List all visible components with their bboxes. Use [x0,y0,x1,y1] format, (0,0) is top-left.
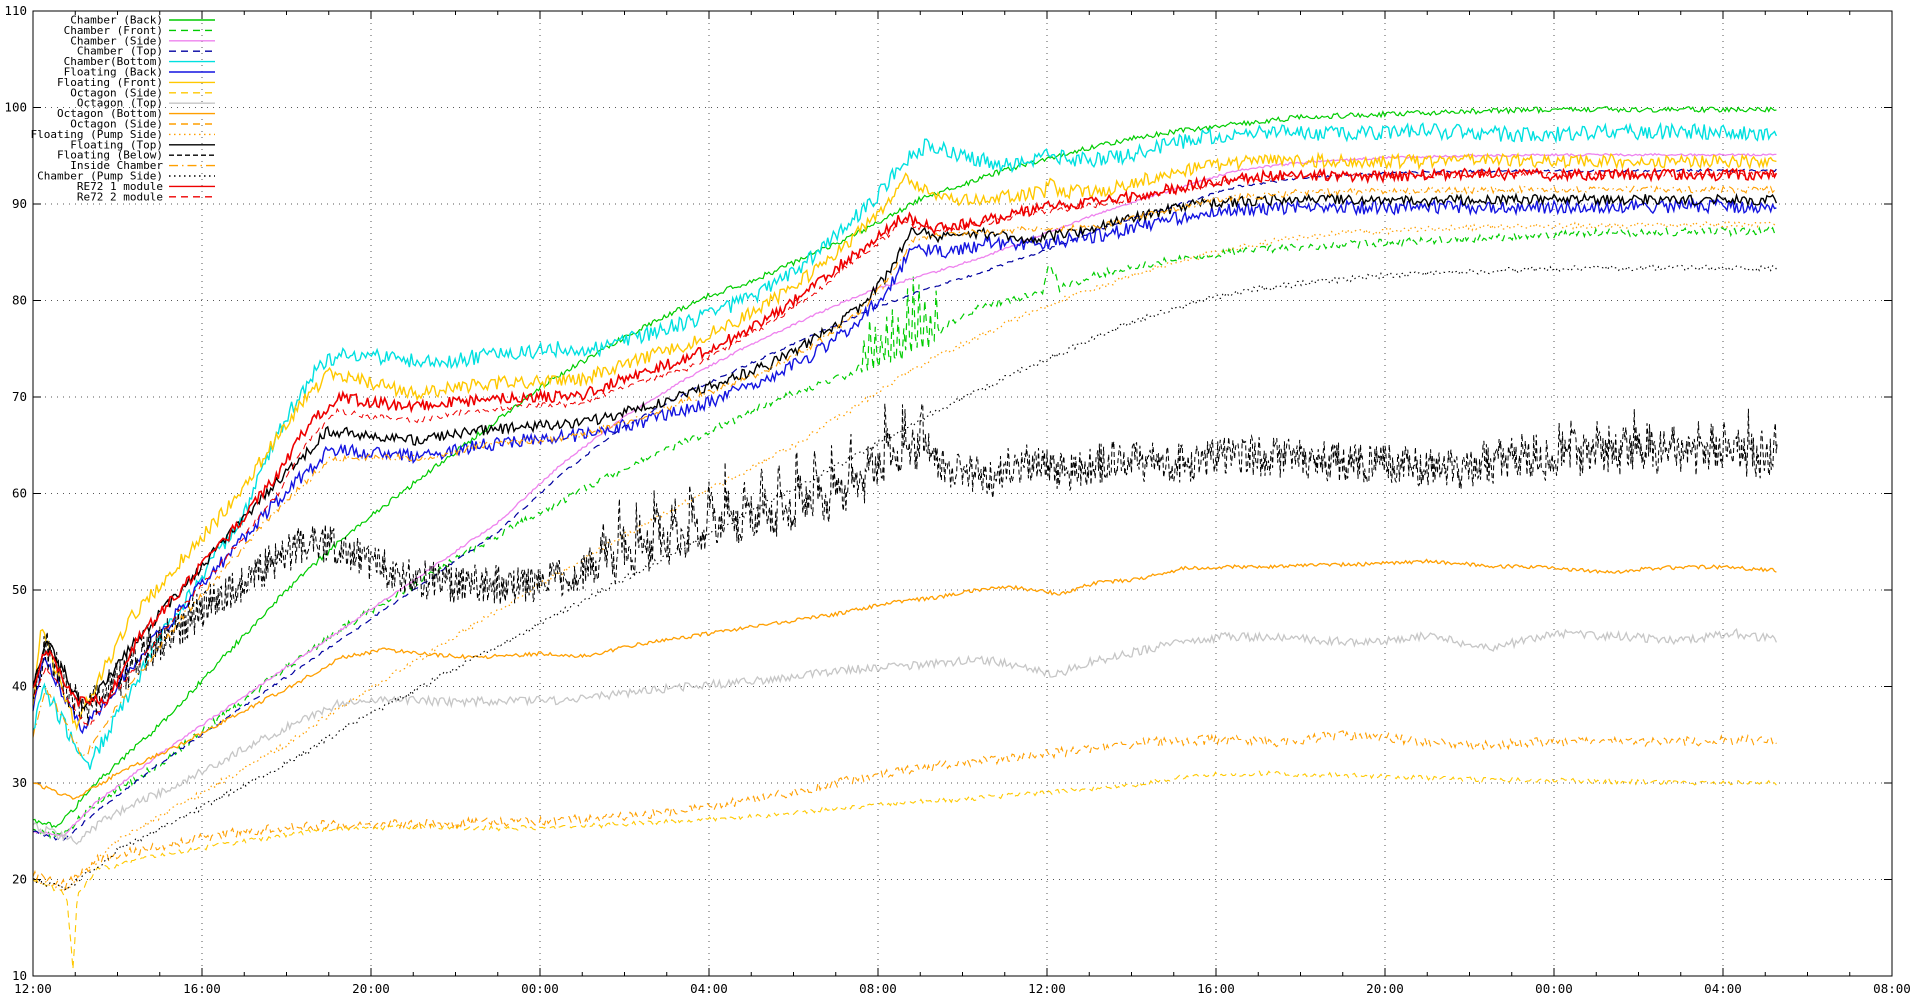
series-12-floating-top [32,192,1778,709]
x-tick-label: 08:00 [859,981,897,996]
y-tick-label: 20 [12,872,27,887]
x-tick-label: 16:00 [1197,981,1235,996]
y-tick-label: 30 [12,775,27,790]
legend-entry: Chamber (Pump Side) [37,170,215,183]
legend-label: RE72 1 module [77,180,163,193]
series-5-floating-back [32,197,1777,735]
series-16-re72-1-module [32,166,1778,707]
y-tick-label: 90 [12,196,27,211]
legend-label: Chamber (Side) [70,34,163,47]
y-tick-label: 40 [12,679,27,694]
legend-entry: Chamber (Side) [70,34,215,47]
y-tick-label: 110 [4,3,27,18]
legend-entry: Octagon (Bottom) [57,107,215,120]
x-tick-label: 08:00 [1873,981,1911,996]
legend-entry: Chamber(Bottom) [64,55,215,68]
series-11-floating-pump-side [32,220,1777,893]
legend-entry: Floating (Back) [64,66,215,79]
series-7-octagon-side [32,770,1777,970]
legend-label: Inside Chamber [70,159,163,172]
legend-entry: Floating (Pump Side) [31,128,215,141]
legend-label: Chamber (Back) [70,14,163,27]
legend-entry: Re72 2 module [77,190,215,203]
x-tick-label: 00:00 [1535,981,1573,996]
legend-label: Chamber(Bottom) [64,55,163,68]
legend: Chamber (Back)Chamber (Front)Chamber (Si… [31,14,215,203]
legend-label: Octagon (Side) [70,86,163,99]
y-tick-label: 50 [12,582,27,597]
y-tick-label: 100 [4,100,27,115]
series-4-chamber-bottom [32,121,1778,770]
legend-label: Floating (Below) [57,149,163,162]
legend-entry: Chamber (Front) [64,24,215,37]
legend-label: Chamber (Front) [64,24,163,37]
x-tick-label: 20:00 [1366,981,1404,996]
legend-entry: Chamber (Top) [77,45,215,58]
y-tick-label: 80 [12,293,27,308]
legend-label: Chamber (Pump Side) [37,170,163,183]
legend-label: Octagon (Bottom) [57,107,163,120]
legend-entry: Octagon (Top) [77,97,215,110]
y-tick-label: 70 [12,389,27,404]
legend-entry: Inside Chamber [70,159,215,172]
legend-label: Floating (Front) [57,76,163,89]
legend-label: Octagon (Top) [77,97,163,110]
series-2-chamber-side [32,152,1777,837]
plot-border [32,10,1893,977]
series-9-octagon-bottom [32,558,1777,800]
series-14-inside-chamber [32,184,1777,759]
x-tick-label: 16:00 [183,981,221,996]
x-tick-label: 12:00 [1028,981,1066,996]
legend-entry: Floating (Top) [70,138,215,151]
series-8-octagon-top [32,627,1777,846]
series-17-re72-2-module [32,170,1777,728]
legend-entry: Octagon (Side) [70,86,215,99]
legend-label: Floating (Pump Side) [31,128,163,141]
legend-label: Octagon (Side) [70,118,163,131]
legend-entry: Floating (Front) [57,76,215,89]
axis-labels: 10 20 30 40 50 60 70 80 90 100 110 12:00 16:00 20:00 0… [4,3,1910,996]
series-15-chamber-pump-side [32,264,1777,892]
series-1-chamber-front [32,226,1777,841]
series-6-floating-front [32,151,1777,732]
legend-entry: Floating (Below) [57,149,215,162]
y-tick-label: 10 [12,968,27,983]
x-tick-label: 00:00 [521,981,559,996]
legend-label: Chamber (Top) [77,45,163,58]
legend-entry: Octagon (Side) [70,118,215,131]
x-tick-label: 04:00 [690,981,728,996]
x-tick-label: 12:00 [14,981,52,996]
legend-label: Re72 2 module [77,190,163,203]
legend-label: Floating (Back) [64,66,163,79]
x-tick-label: 20:00 [352,981,390,996]
series-group [32,105,1778,970]
y-tick-label: 60 [12,486,27,501]
x-tick-label: 04:00 [1704,981,1742,996]
legend-entry: RE72 1 module [77,180,215,193]
series-13-floating-below [32,403,1778,726]
series-3-chamber-top [32,168,1777,842]
legend-label: Floating (Top) [70,138,163,151]
legend-entry: Chamber (Back) [70,14,215,27]
series-10-octagon-side [32,730,1777,889]
